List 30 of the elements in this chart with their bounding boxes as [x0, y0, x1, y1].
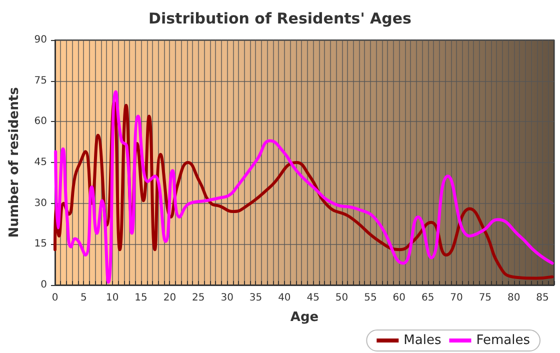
- x-tick-label: 35: [249, 292, 262, 304]
- x-tick-label: 45: [306, 292, 320, 304]
- x-tick-label: 40: [278, 292, 291, 304]
- x-tick-label: 5: [80, 292, 87, 304]
- y-tick-label: 90: [34, 34, 47, 46]
- x-tick-label: 75: [478, 292, 492, 304]
- legend-label: Females: [476, 333, 530, 348]
- x-tick-label: 60: [392, 292, 406, 304]
- x-tick-label: 50: [335, 292, 348, 304]
- y-tick-label: 45: [34, 157, 47, 168]
- x-tick-label: 65: [421, 292, 434, 304]
- x-tick-label: 85: [536, 292, 549, 304]
- x-tick-label: 0: [52, 292, 58, 304]
- x-tick-label: 30: [220, 292, 234, 304]
- y-tick-label: 15: [34, 238, 47, 250]
- x-axis-title: Age: [290, 310, 319, 325]
- y-tick-label: 60: [34, 116, 47, 128]
- legend-label: Males: [404, 333, 442, 348]
- y-axis-title: Number of residents: [7, 86, 22, 238]
- x-tick-label: 80: [507, 292, 520, 304]
- x-tick-label: 70: [450, 292, 463, 304]
- y-tick-label: 0: [40, 280, 47, 290]
- chart-title: Distribution of Residents' Ages: [148, 10, 412, 28]
- y-tick-label: 30: [34, 198, 47, 209]
- x-tick-label: 15: [134, 292, 148, 304]
- x-tick-label: 20: [163, 292, 176, 304]
- x-tick-label: 25: [192, 292, 205, 304]
- x-tick-label: 55: [364, 292, 377, 304]
- y-tick-label: 75: [34, 75, 47, 86]
- x-tick-label: 10: [106, 292, 119, 304]
